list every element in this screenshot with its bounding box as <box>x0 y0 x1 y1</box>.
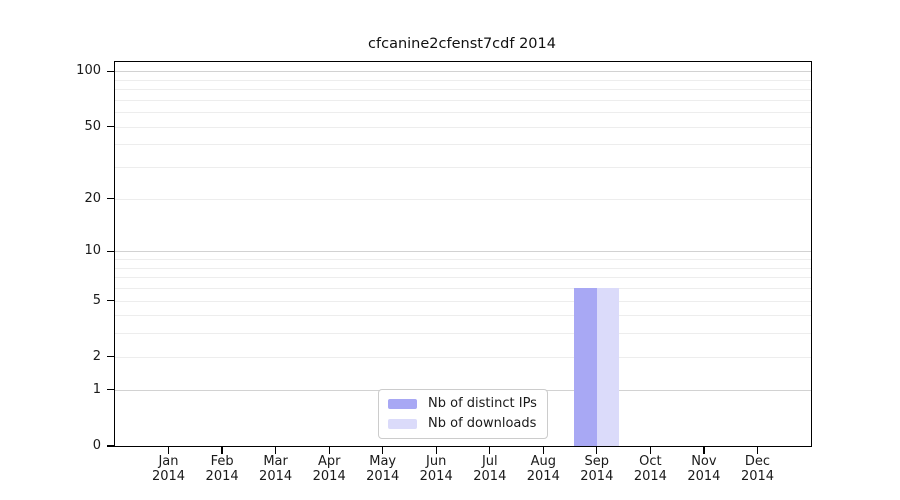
x-tick-year: 2014 <box>259 469 293 484</box>
x-tick-label: Sep 2014 <box>555 454 639 484</box>
bar-nb-of-distinct-ips <box>574 287 597 446</box>
x-tick <box>435 447 437 454</box>
x-tick-label: May 2014 <box>341 454 425 484</box>
minor-gridline <box>115 333 811 335</box>
minor-gridline <box>115 126 811 128</box>
x-tick-year: 2014 <box>633 469 667 484</box>
x-tick-month: Jan <box>158 454 179 469</box>
x-tick <box>221 447 223 454</box>
x-tick-label: Aug 2014 <box>501 454 585 484</box>
x-tick-label: Jul 2014 <box>448 454 532 484</box>
x-tick <box>596 447 598 454</box>
x-tick-label: Jan 2014 <box>127 454 211 484</box>
minor-gridline <box>115 287 811 289</box>
minor-gridline <box>115 300 811 302</box>
x-tick <box>275 447 277 454</box>
x-tick-month: Apr <box>317 454 341 469</box>
x-tick <box>489 447 491 454</box>
y-tick-label: 100 <box>76 63 101 79</box>
minor-gridline <box>115 112 811 114</box>
x-tick-year: 2014 <box>312 469 346 484</box>
y-tick <box>107 126 114 128</box>
x-tick-label: Dec 2014 <box>716 454 800 484</box>
major-gridline <box>115 71 811 73</box>
y-tick <box>107 356 114 358</box>
y-tick <box>107 250 114 252</box>
x-tick-year: 2014 <box>687 469 721 484</box>
y-tick-label: 0 <box>92 438 101 453</box>
minor-gridline <box>115 198 811 200</box>
x-tick <box>649 447 651 454</box>
y-tick <box>107 198 114 200</box>
minor-gridline <box>115 99 811 101</box>
legend-label-distinct-ips: Nb of distinct IPs <box>428 396 537 411</box>
y-tick <box>107 299 114 302</box>
chart-title: cfcanine2cfenst7cdf 2014 <box>368 36 556 52</box>
x-tick <box>382 447 384 454</box>
minor-gridline <box>115 267 811 269</box>
x-tick-month: Feb <box>210 454 234 469</box>
minor-gridline <box>115 356 811 358</box>
x-tick <box>542 447 544 454</box>
minor-gridline <box>115 89 811 90</box>
minor-gridline <box>115 315 811 317</box>
x-tick-month: May <box>369 454 397 469</box>
x-tick-year: 2014 <box>419 469 453 484</box>
minor-gridline <box>115 79 811 81</box>
x-tick-month: Sep <box>584 454 610 469</box>
x-tick-year: 2014 <box>473 469 507 484</box>
x-tick-label: Oct 2014 <box>608 454 692 484</box>
x-tick-month: Dec <box>744 454 771 469</box>
major-gridline <box>115 251 811 253</box>
legend-swatch-downloads <box>388 418 417 429</box>
y-tick-label: 2 <box>92 348 101 364</box>
x-tick-month: Aug <box>530 454 556 469</box>
legend-item-distinct-ips: Nb of distinct IPs <box>388 395 537 412</box>
minor-gridline <box>115 144 811 146</box>
x-tick <box>703 447 705 454</box>
legend: Nb of distinct IPs Nb of downloads <box>378 389 548 439</box>
x-tick-year: 2014 <box>366 469 400 484</box>
x-tick-label: Apr 2014 <box>287 454 371 484</box>
x-tick-year: 2014 <box>526 469 560 484</box>
x-tick-year: 2014 <box>151 469 186 484</box>
legend-item-downloads: Nb of downloads <box>388 415 537 432</box>
y-tick <box>107 445 114 447</box>
x-tick-year: 2014 <box>580 469 614 484</box>
y-tick-label: 1 <box>92 381 101 397</box>
x-tick-year: 2014 <box>205 469 239 484</box>
y-tick-label: 50 <box>84 118 101 134</box>
x-tick-month: Jun <box>426 454 447 469</box>
y-tick-label: 20 <box>84 190 101 206</box>
x-tick-label: Nov 2014 <box>662 454 746 484</box>
plot-area: 0 1 2 5 10 20 50 100 Jan 2014 Feb 2014 Mar 2014 Apr 201… <box>76 61 812 484</box>
x-tick <box>167 447 170 454</box>
y-tick-label: 10 <box>84 243 101 259</box>
x-tick-label: Mar 2014 <box>234 454 318 484</box>
minor-gridline <box>115 277 811 279</box>
minor-gridline <box>115 259 811 260</box>
x-tick-label: Jun 2014 <box>394 454 478 484</box>
legend-swatch-distinct-ips <box>388 398 417 409</box>
bar-nb-of-downloads <box>596 287 620 446</box>
y-tick <box>107 389 114 391</box>
x-tick-label: Feb 2014 <box>180 454 264 484</box>
minor-gridline <box>115 167 811 169</box>
x-tick-month: Jul <box>481 454 498 469</box>
legend-label-downloads: Nb of downloads <box>428 416 537 431</box>
x-tick <box>328 447 330 454</box>
x-tick-month: Mar <box>263 454 288 469</box>
x-tick-month: Oct <box>639 454 662 469</box>
bars-layer <box>115 62 811 446</box>
y-tick <box>107 70 114 72</box>
x-tick-year: 2014 <box>740 469 775 484</box>
ticks-layer: 0 1 2 5 10 20 50 100 Jan 2014 Feb 2014 Mar 2014 Apr 201… <box>76 62 811 484</box>
y-tick-label: 5 <box>92 292 101 308</box>
x-tick-month: Nov <box>691 454 717 469</box>
x-tick <box>756 447 759 454</box>
